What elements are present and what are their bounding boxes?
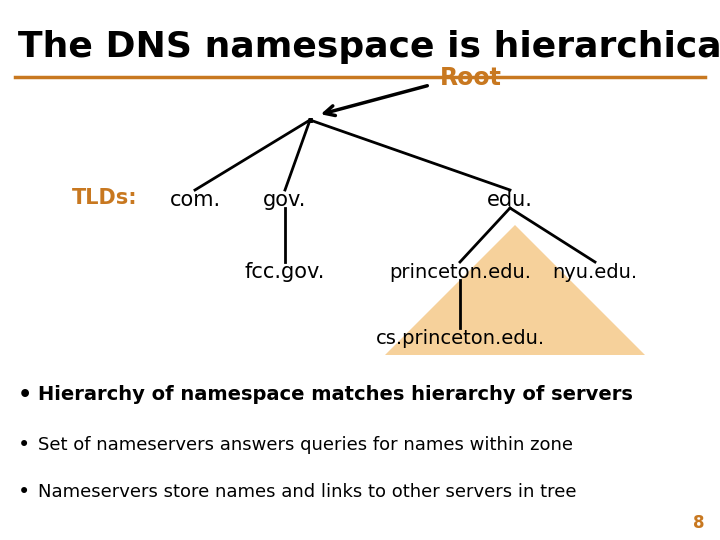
Text: 8: 8: [693, 514, 705, 532]
Text: edu.: edu.: [487, 190, 533, 210]
Text: .: .: [305, 104, 315, 128]
Text: The DNS namespace is hierarchical: The DNS namespace is hierarchical: [18, 30, 720, 64]
Text: gov.: gov.: [264, 190, 307, 210]
Text: •: •: [18, 435, 30, 455]
Text: Nameservers store names and links to other servers in tree: Nameservers store names and links to oth…: [38, 483, 577, 501]
Text: nyu.edu.: nyu.edu.: [552, 262, 638, 281]
Text: cs.princeton.edu.: cs.princeton.edu.: [375, 328, 544, 348]
Text: TLDs:: TLDs:: [72, 188, 138, 208]
Text: •: •: [18, 482, 30, 502]
Text: Set of nameservers answers queries for names within zone: Set of nameservers answers queries for n…: [38, 436, 573, 454]
Text: fcc.gov.: fcc.gov.: [245, 262, 325, 282]
Polygon shape: [385, 225, 645, 355]
Text: Root: Root: [440, 66, 502, 90]
Text: princeton.edu.: princeton.edu.: [389, 262, 531, 281]
Text: •: •: [18, 385, 32, 405]
Text: Hierarchy of namespace matches hierarchy of servers: Hierarchy of namespace matches hierarchy…: [38, 386, 633, 404]
Text: com.: com.: [169, 190, 220, 210]
